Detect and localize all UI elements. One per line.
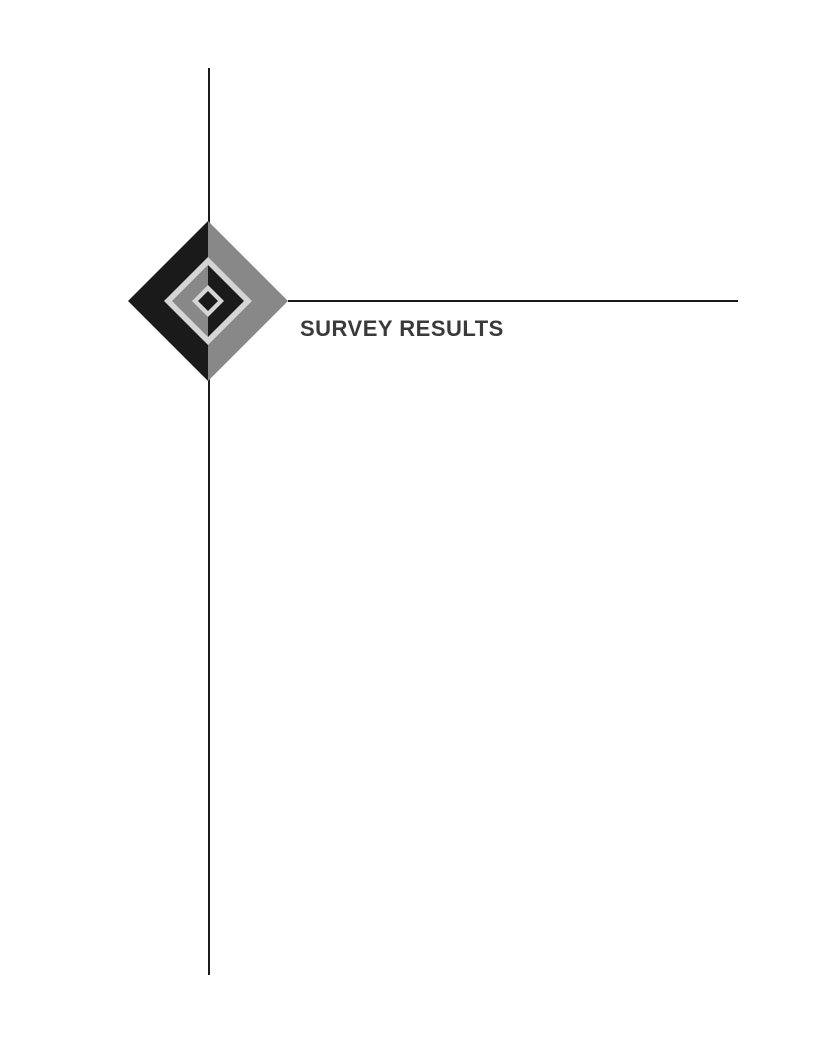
page-container: SURVEY RESULTS — [0, 0, 824, 1050]
vertical-rule — [208, 68, 210, 975]
section-title: SURVEY RESULTS — [300, 316, 504, 342]
section-diamond-icon — [128, 221, 288, 381]
horizontal-rule — [288, 300, 738, 302]
